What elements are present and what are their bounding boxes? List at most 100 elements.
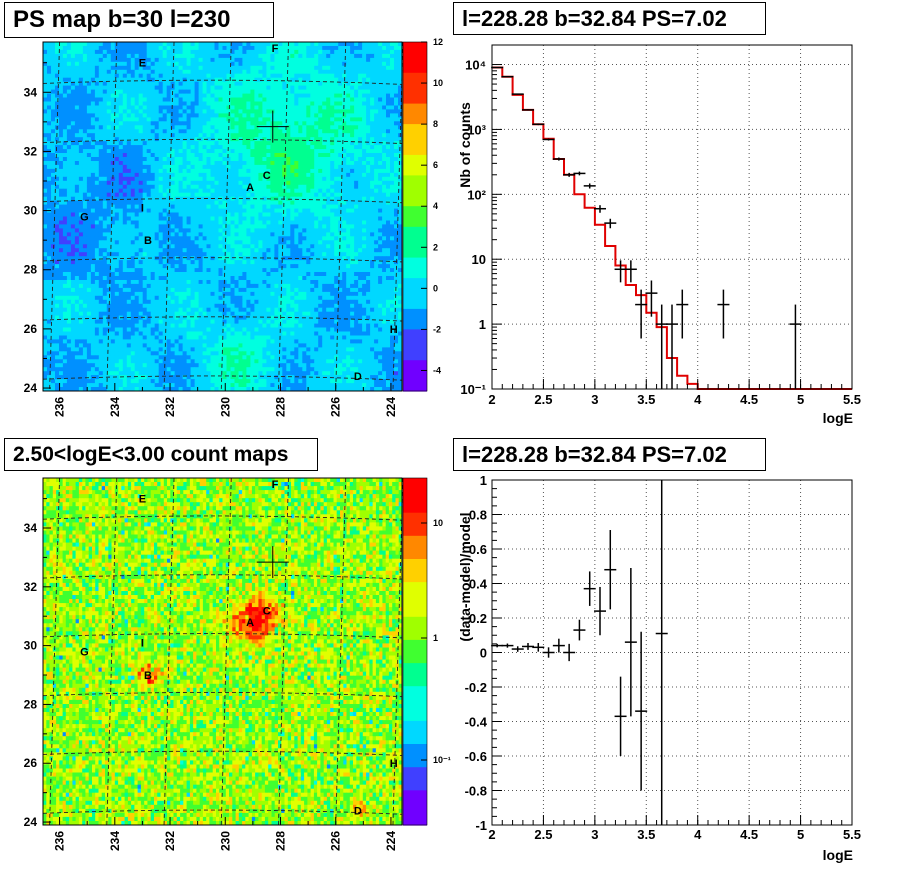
heatmap-cell <box>67 228 71 232</box>
heatmap-cell <box>258 62 262 66</box>
heatmap-cell <box>119 260 123 264</box>
heatmap-cell <box>215 109 219 113</box>
heatmap-cell <box>306 252 310 256</box>
heatmap-cell <box>79 228 83 232</box>
heatmap-cell <box>262 145 266 149</box>
heatmap-cell <box>338 106 342 110</box>
heatmap-cell <box>326 252 330 256</box>
heatmap-cell <box>254 74 258 78</box>
heatmap-cell <box>378 58 382 62</box>
heatmap-cell <box>382 165 386 169</box>
heatmap-cell <box>203 66 207 70</box>
heatmap-cell <box>231 109 235 113</box>
heatmap-cell <box>183 70 187 74</box>
heatmap-cell <box>171 221 175 225</box>
heatmap-cell <box>270 201 274 205</box>
heatmap-cell <box>358 228 362 232</box>
heatmap-cell <box>51 244 55 248</box>
heatmap-cell <box>282 109 286 113</box>
heatmap-cell <box>282 82 286 86</box>
heatmap-cell <box>338 177 342 181</box>
heatmap-cell <box>171 153 175 157</box>
heatmap-cell <box>366 78 370 82</box>
heatmap-cell <box>87 256 91 260</box>
heatmap-cell <box>99 177 103 181</box>
heatmap-cell <box>143 209 147 213</box>
heatmap-cell <box>211 213 215 217</box>
heatmap-cell <box>231 232 235 236</box>
heatmap-cell <box>346 193 350 197</box>
heatmap-cell <box>294 248 298 252</box>
heatmap-cell <box>290 149 294 153</box>
heatmap-cell <box>242 50 246 54</box>
heatmap-cell <box>318 181 322 185</box>
heatmap-cell <box>203 240 207 244</box>
heatmap-cell <box>43 90 47 94</box>
heatmap-cell <box>99 78 103 82</box>
heatmap-cell <box>394 157 398 161</box>
heatmap-cell <box>107 149 111 153</box>
heatmap-cell <box>350 46 354 50</box>
heatmap-cell <box>314 90 318 94</box>
heatmap-cell <box>254 189 258 193</box>
heatmap-cell <box>294 113 298 117</box>
heatmap-cell <box>63 236 67 240</box>
heatmap-cell <box>278 189 282 193</box>
heatmap-cell <box>47 260 51 264</box>
heatmap-cell <box>83 165 87 169</box>
heatmap-cell <box>211 193 215 197</box>
heatmap-cell <box>322 213 326 217</box>
heatmap-cell <box>135 173 139 177</box>
heatmap-cell <box>262 70 266 74</box>
heatmap-cell <box>87 113 91 117</box>
heatmap-cell <box>282 125 286 129</box>
heatmap-cell <box>370 181 374 185</box>
heatmap-cell <box>71 54 75 58</box>
heatmap-cell <box>246 94 250 98</box>
heatmap-cell <box>175 102 179 106</box>
heatmap-cell <box>366 205 370 209</box>
heatmap-cell <box>51 197 55 201</box>
heatmap-cell <box>91 50 95 54</box>
heatmap-cell <box>175 236 179 240</box>
heatmap-cell <box>231 149 235 153</box>
heatmap-cell <box>67 260 71 264</box>
heatmap-cell <box>342 213 346 217</box>
heatmap-cell <box>246 78 250 82</box>
heatmap-cell <box>47 133 51 137</box>
heatmap-cell <box>362 74 366 78</box>
heatmap-cell <box>338 121 342 125</box>
heatmap-cell <box>103 224 107 228</box>
heatmap-cell <box>131 153 135 157</box>
heatmap-cell <box>235 221 239 225</box>
heatmap-cell <box>55 248 59 252</box>
heatmap-cell <box>338 248 342 252</box>
heatmap-cell <box>278 221 282 225</box>
heatmap-cell <box>258 224 262 228</box>
heatmap-cell <box>302 70 306 74</box>
heatmap-cell <box>298 169 302 173</box>
heatmap-cell <box>274 173 278 177</box>
heatmap-cell <box>127 62 131 66</box>
heatmap-cell <box>219 201 223 205</box>
heatmap-cell <box>171 209 175 213</box>
heatmap-cell <box>75 70 79 74</box>
heatmap-cell <box>246 70 250 74</box>
heatmap-cell <box>163 244 167 248</box>
heatmap-cell <box>139 173 143 177</box>
heatmap-cell <box>298 224 302 228</box>
heatmap-cell <box>95 94 99 98</box>
heatmap-cell <box>67 248 71 252</box>
heatmap-cell <box>75 78 79 82</box>
heatmap-cell <box>211 106 215 110</box>
heatmap-cell <box>107 133 111 137</box>
heatmap-cell <box>378 129 382 133</box>
heatmap-cell <box>203 106 207 110</box>
heatmap-cell <box>322 46 326 50</box>
heatmap-cell <box>254 248 258 252</box>
heatmap-cell <box>163 117 167 121</box>
heatmap-cell <box>55 165 59 169</box>
heatmap-cell <box>362 109 366 113</box>
heatmap-cell <box>374 106 378 110</box>
heatmap-cell <box>398 256 402 260</box>
